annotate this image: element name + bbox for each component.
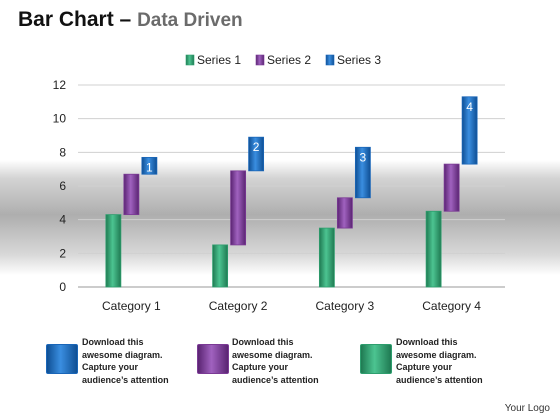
y-tick-label: 6: [59, 179, 66, 193]
bars: 1 2 3 4: [105, 96, 478, 288]
bar-series-2-4: [443, 163, 460, 212]
title-main: Bar Chart: [18, 8, 114, 31]
legend: Series 1 Series 2 Series 3: [185, 53, 381, 67]
y-tick-label: 0: [59, 280, 66, 294]
note-color-box: [197, 344, 229, 374]
y-tick-label: 4: [59, 213, 66, 227]
page-title: Bar Chart – Data Driven: [18, 8, 243, 32]
bar-series-3-3: [354, 146, 371, 199]
legend-label: Series 3: [337, 53, 381, 67]
x-tick-label: Category 2: [209, 299, 268, 313]
x-tick-label: Category 4: [422, 299, 481, 313]
bar-data-label: 3: [360, 150, 367, 164]
bar-series-1-3: [318, 227, 335, 288]
y-tick-label: 10: [53, 112, 67, 126]
legend-swatch: [325, 54, 335, 66]
note-text: Download this awesome diagram. Capture y…: [396, 337, 483, 385]
legend-swatch: [255, 54, 265, 66]
note-color-box: [46, 344, 78, 374]
x-tick-label: Category 3: [316, 299, 375, 313]
y-tick-label: 8: [59, 145, 66, 159]
bar-series-2-3: [336, 197, 353, 229]
x-axis-ticks: Category 1 Category 2 Category 3 Category 4: [102, 299, 481, 313]
bar-series-3-4: [461, 96, 478, 165]
note-text: Download this awesome diagram. Capture y…: [82, 337, 169, 385]
y-axis-ticks: 0 2 4 6 8 10 12: [53, 78, 67, 294]
bar-data-label: 2: [253, 140, 260, 154]
bar-series-2-2: [230, 170, 247, 246]
bar-series-2-1: [123, 173, 140, 216]
logo-text: Your Logo: [504, 403, 550, 414]
y-tick-label: 2: [59, 246, 66, 260]
title-subtitle: Data Driven: [137, 10, 243, 31]
bar-data-label: 1: [146, 160, 153, 174]
bar-series-1-2: [212, 244, 229, 288]
x-tick-label: Category 1: [102, 299, 161, 313]
note-color-box: [360, 344, 392, 374]
bar-data-label: 4: [466, 100, 473, 114]
title-dash: –: [113, 8, 138, 31]
bar-series-3-2: [248, 136, 265, 172]
legend-label: Series 1: [197, 53, 241, 67]
note-text: Download this awesome diagram. Capture y…: [232, 337, 319, 385]
bar-series-1-1: [105, 214, 122, 288]
bar-series-3-1: [141, 156, 158, 175]
bar-series-1-4: [425, 210, 442, 288]
y-tick-label: 12: [53, 78, 67, 92]
legend-swatch: [185, 54, 195, 66]
legend-label: Series 2: [267, 53, 311, 67]
